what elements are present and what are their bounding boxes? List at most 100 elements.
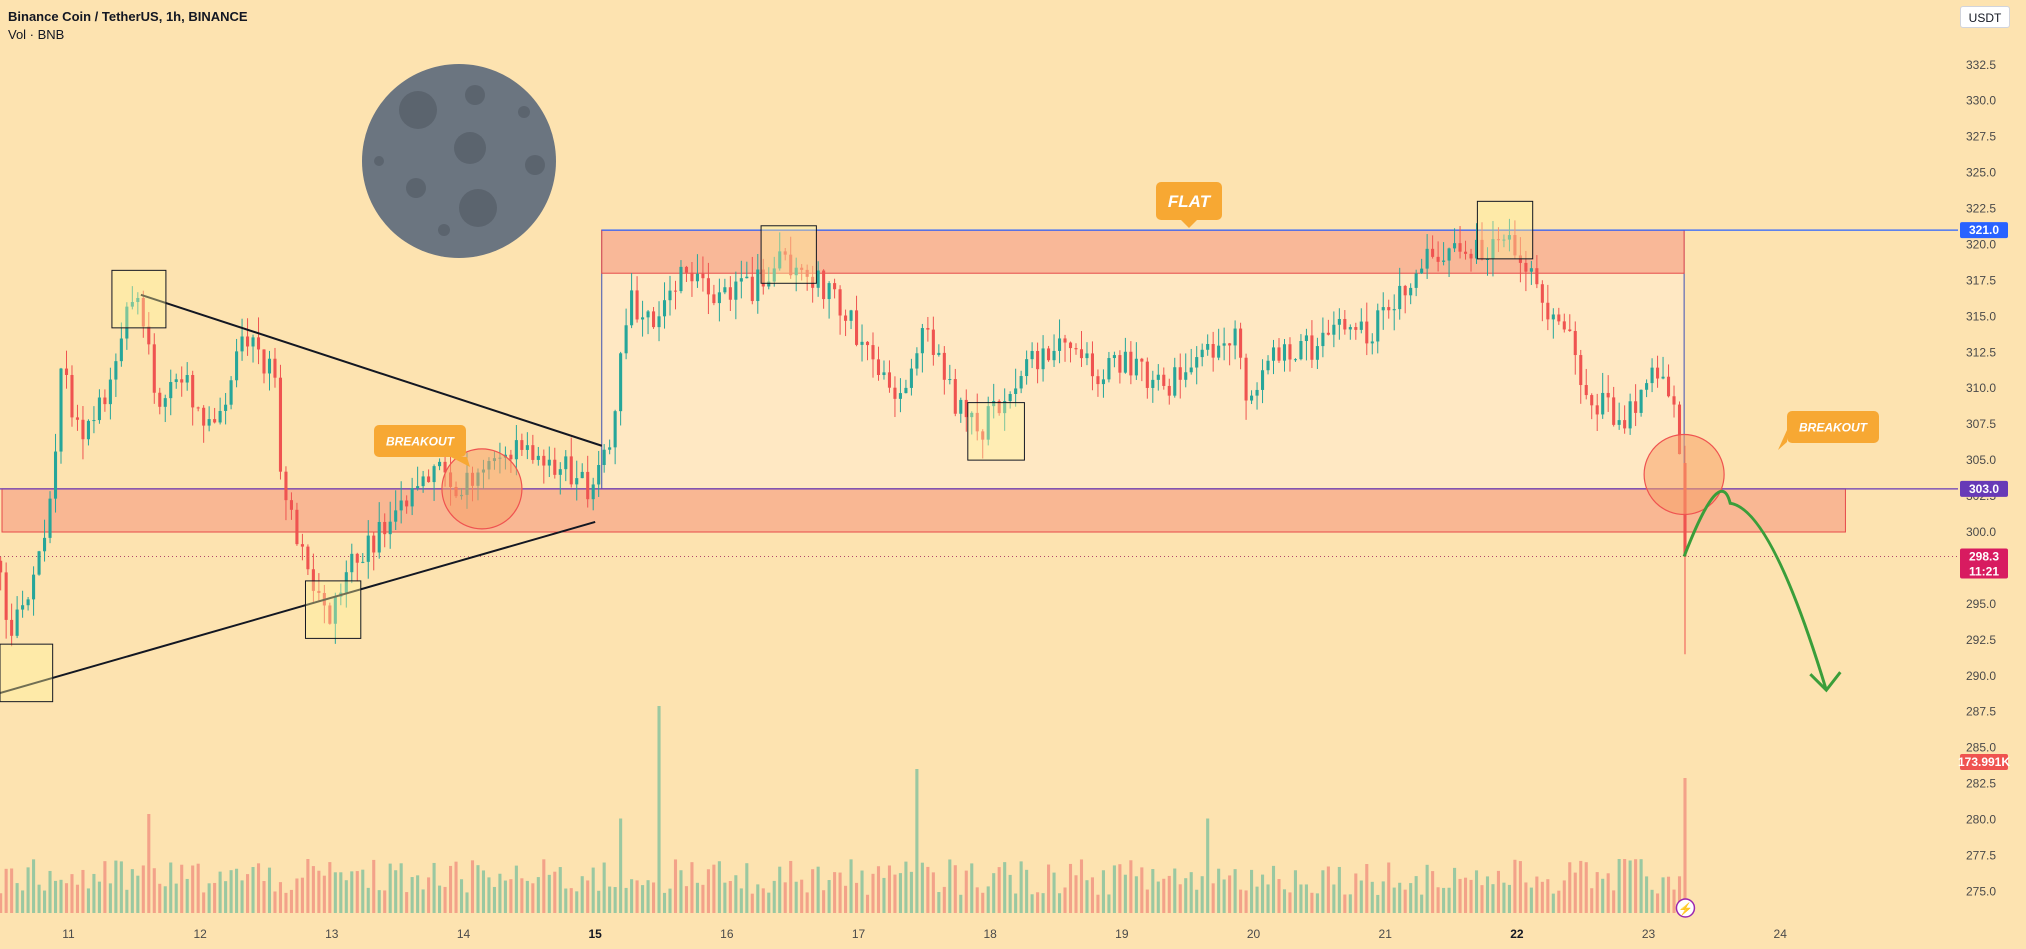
- candle-body: [125, 306, 129, 339]
- candle-body: [1057, 338, 1062, 351]
- candle-body: [1140, 358, 1144, 362]
- volume-bar: [300, 877, 304, 913]
- candle-body: [1310, 335, 1314, 360]
- candle-body: [1337, 318, 1341, 325]
- volume-bar: [92, 873, 96, 913]
- candle-body: [1184, 372, 1188, 380]
- candle-body: [986, 406, 990, 440]
- volume-bar: [1090, 877, 1095, 913]
- y-tick-label: 327.5: [1966, 130, 1996, 144]
- candle-body: [229, 380, 233, 405]
- candle-body: [1244, 357, 1248, 401]
- volume-bar: [311, 866, 315, 913]
- candle-body: [1008, 393, 1012, 402]
- candle-body: [1359, 321, 1363, 330]
- candle-body: [712, 294, 716, 304]
- candle-body: [1425, 248, 1429, 269]
- candle-body: [1645, 383, 1649, 390]
- candle-body: [48, 498, 52, 538]
- candle-body: [1090, 353, 1095, 377]
- candle-body: [4, 572, 8, 620]
- volume-bar: [361, 869, 365, 913]
- candle-body: [1480, 239, 1484, 260]
- candle-body: [1036, 351, 1040, 370]
- volume-bar: [498, 873, 502, 913]
- candle-body: [1606, 392, 1610, 398]
- y-tick-label: 312.5: [1966, 345, 1996, 359]
- candle-body: [1579, 355, 1583, 386]
- candle-body: [981, 431, 985, 440]
- volume-bar: [15, 883, 19, 913]
- flat-callout: FLAT: [1156, 182, 1222, 228]
- candle-body: [1030, 351, 1034, 360]
- candle-body: [141, 297, 145, 327]
- flat-callout-text: FLAT: [1168, 192, 1212, 211]
- volume-bar: [597, 890, 601, 913]
- candle-body: [1414, 273, 1418, 288]
- volume-bar: [59, 879, 63, 913]
- resistance-price-tag-bg: [1960, 222, 2008, 239]
- x-tick-label: 16: [720, 927, 734, 941]
- candle-body: [547, 459, 551, 466]
- candle-body: [898, 393, 902, 399]
- volume-bar: [32, 859, 36, 913]
- candle-body: [1348, 327, 1352, 330]
- candle-body: [1601, 392, 1605, 415]
- candle-body: [350, 553, 354, 573]
- candle-body: [300, 544, 304, 547]
- volume-bar: [569, 888, 573, 913]
- candle-body: [1228, 343, 1232, 346]
- volume-bar: [1195, 889, 1199, 913]
- volume-bar: [1496, 870, 1500, 913]
- candle-body: [619, 353, 623, 412]
- candle-body: [673, 290, 678, 292]
- candle-body: [1074, 348, 1078, 350]
- volume-bar: [624, 887, 628, 913]
- volume-bar: [4, 868, 8, 913]
- candle-body: [427, 476, 431, 483]
- highlight-box: [0, 643, 54, 703]
- y-tick-label: 295.0: [1966, 597, 1996, 611]
- candle-body: [520, 440, 524, 450]
- volume-bar: [695, 882, 699, 913]
- volume-bar: [410, 877, 414, 913]
- volume-bar: [174, 883, 178, 913]
- candle-body: [213, 419, 217, 423]
- volume-tag-bg: [1960, 754, 2008, 770]
- candle-body: [1288, 344, 1292, 360]
- last-price-tag-bg: [1960, 548, 2008, 579]
- volume-bar: [1634, 859, 1638, 913]
- volume-bar: [1107, 894, 1111, 913]
- volume-bar: [1123, 874, 1127, 913]
- volume-bar: [1403, 889, 1407, 913]
- volume-bar: [454, 861, 458, 913]
- candle-body: [789, 254, 793, 276]
- volume-bar: [449, 865, 453, 913]
- candle-body: [372, 535, 376, 553]
- candle-body: [931, 329, 935, 355]
- volume-bar: [525, 880, 529, 913]
- currency-button[interactable]: USDT: [1960, 6, 2010, 28]
- candle-body: [432, 466, 436, 483]
- breakout-right-callout-pointer: [1778, 430, 1787, 450]
- volume-bar: [772, 880, 776, 913]
- volume-bar: [657, 706, 661, 913]
- candle-body: [1101, 379, 1105, 385]
- candle-body: [690, 272, 694, 282]
- volume-bar: [1332, 884, 1336, 913]
- candle-body: [1277, 347, 1281, 361]
- candle-body: [438, 461, 442, 467]
- volume-bar: [1184, 878, 1188, 913]
- candle-body: [1485, 258, 1490, 260]
- candle-body: [1025, 359, 1029, 377]
- x-tick-label: 14: [457, 927, 471, 941]
- candle-body: [662, 300, 667, 317]
- volume-bar: [224, 881, 228, 913]
- volume-bar: [959, 894, 963, 913]
- volume-bar: [322, 875, 326, 913]
- volume-bar: [1442, 887, 1446, 913]
- candle-body: [1063, 338, 1067, 343]
- support-zone: [1, 488, 1846, 533]
